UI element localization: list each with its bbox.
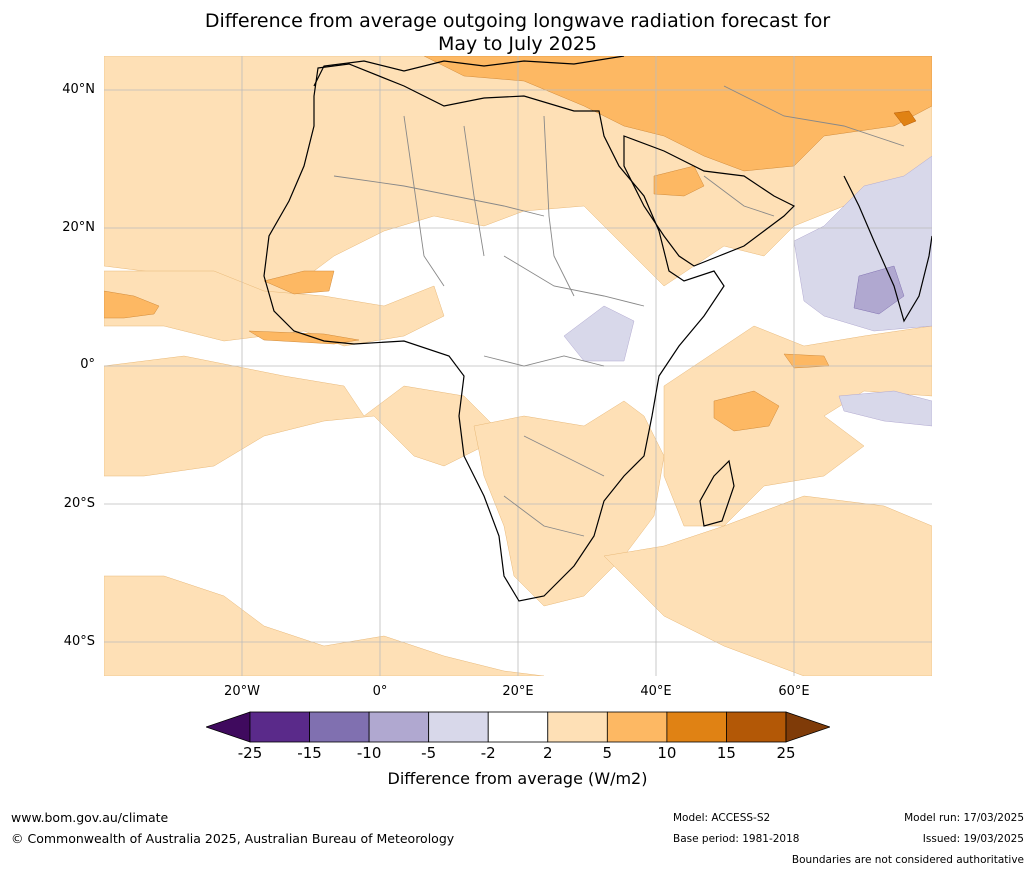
colorbar-swatch [726,711,787,743]
map-svg [104,56,932,676]
anomaly-region-minus5to10-arabian-sea [853,265,905,315]
colorbar-extend-low [206,711,251,743]
footer-disclaimer: Boundaries are not considered authoritat… [791,854,1024,866]
lon-label-20e: 20°E [502,684,534,699]
coastline-arabia [623,135,796,267]
colorbar-tick-label: -15 [297,744,322,762]
footer-issued: Issued: 19/03/2025 [922,833,1024,845]
colorbar [206,711,830,743]
anomaly-region-2to5-south-indian [603,495,932,676]
lat-label-40s: 40°S [63,634,95,649]
colorbar-title: Difference from average (W/m2) [387,769,648,788]
colorbar-tick-label: 15 [716,744,736,762]
colorbar-tick-label: -25 [237,744,263,762]
coastline-africa [263,63,725,602]
anomaly-region-5to10-indian [713,390,780,432]
colorbar-swatch [606,711,668,743]
colorbar-swatch [309,711,370,743]
lat-label-20n: 20°N [62,220,95,235]
colorbar-tick-label: 25 [776,744,796,762]
footer-base-period: Base period: 1981-2018 [673,833,800,845]
lat-label-0: 0° [80,357,95,372]
colorbar-swatch [249,711,310,743]
colorbar-swatch [428,711,489,743]
title-line-2: May to July 2025 [438,33,597,55]
anomaly-region-5to10-arabia [653,165,705,197]
anomaly-region-5to10-atlantic [104,290,160,319]
anomaly-region-5to10-gulf-guinea [248,330,360,345]
colorbar-tick-label: 5 [602,744,613,762]
anomaly-region-minus2to5-south-indian [838,390,932,427]
chart-title: Difference from average outgoing longwav… [0,10,1035,56]
footer-copyright: © Commonwealth of Australia 2025, Austra… [11,831,455,846]
colorbar-swatch [368,711,430,743]
anomaly-region-2to5-atlantic [104,355,505,477]
coastline-madagascar [699,459,735,527]
title-line-1: Difference from average outgoing longwav… [204,10,831,32]
graticule [104,56,932,676]
anomaly-region-2to5-south-atlantic [104,575,545,676]
footer-model-run: Model run: 17/03/2025 [904,812,1024,824]
colorbar-tick-label: -10 [356,744,382,762]
coastline-europe [313,56,625,87]
anomaly-region-5to10-west-africa [263,270,335,295]
footer-model: Model: ACCESS-S2 [673,812,771,824]
colorbar-extend-high [785,711,830,743]
colorbar-tick-label: -5 [421,744,437,762]
anomaly-region-2to5-indian-ocean [663,325,932,527]
lon-label-40e: 40°E [640,684,672,699]
anomaly-region-minus2to5-east-africa [563,305,635,362]
country-borders [333,85,905,537]
lat-label-20s: 20°S [63,496,95,511]
lat-label-40n: 40°N [62,82,95,97]
footer-url: www.bom.gov.au/climate [11,810,169,825]
colorbar-tick-label: 2 [542,744,553,762]
colorbar-tick-label: 10 [657,744,677,762]
anomaly-region-10to15-china [893,110,917,127]
colorbar-swatch [666,711,727,743]
lon-label-20w: 20°W [224,684,260,699]
colorbar-swatch [547,711,608,743]
anomaly-region-2to5-west [104,270,445,347]
colorbar-swatch [487,711,549,743]
anomaly-region-5to10-middle-east [423,56,932,172]
lon-label-60e: 60°E [778,684,810,699]
forecast-map [104,56,932,676]
coastline-india [843,175,932,323]
colorbar-tick-label: -2 [480,744,496,762]
lon-label-0: 0° [372,684,388,699]
